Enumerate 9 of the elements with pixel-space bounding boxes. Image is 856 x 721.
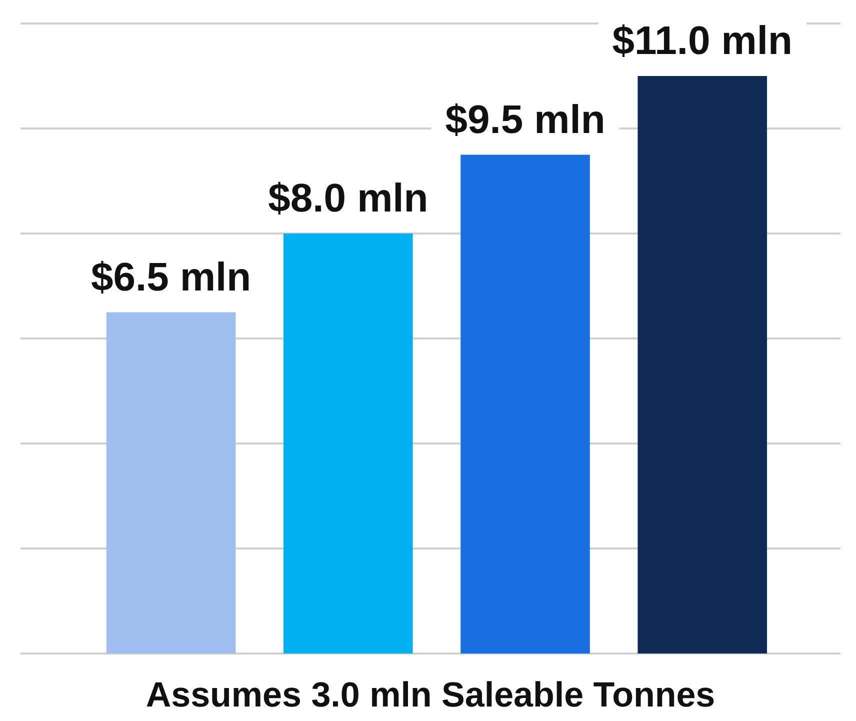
data-label: $6.5 mln (91, 255, 252, 300)
data-label: $8.0 mln (268, 176, 428, 220)
data-label: $9.5 mln (445, 98, 606, 142)
bar (460, 154, 590, 654)
bar (284, 234, 413, 654)
bar (638, 76, 767, 654)
x-axis-title: Assumes 3.0 mln Saleable Tonnes (146, 676, 716, 714)
bar (106, 312, 236, 654)
data-label: $11.0 mln (612, 19, 792, 63)
